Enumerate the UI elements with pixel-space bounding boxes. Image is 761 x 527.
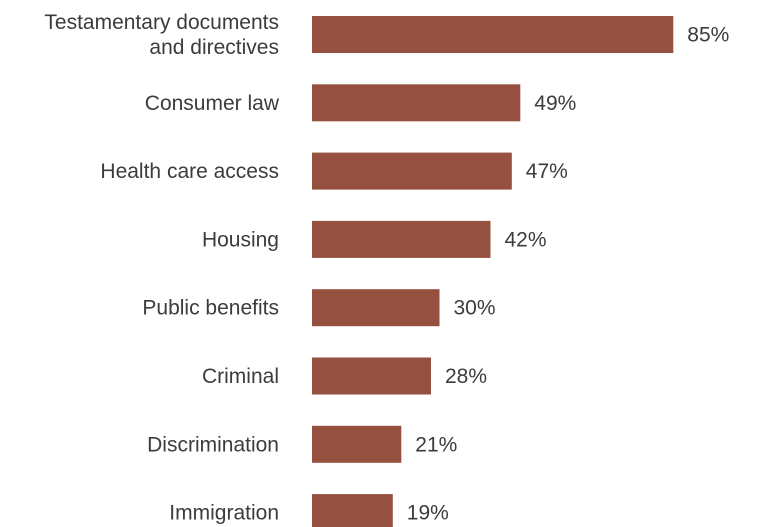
bar-1 [312, 84, 521, 122]
value-label-6: 21% [415, 433, 457, 456]
value-label-2: 47% [526, 160, 568, 183]
bar-4 [312, 289, 440, 327]
category-label-3: Housing [202, 228, 279, 251]
bar-6 [312, 425, 402, 463]
category-label-0: Testamentary documents and directives [44, 11, 279, 59]
category-label-4: Public benefits [142, 297, 279, 320]
value-label-1: 49% [534, 92, 576, 115]
category-label-5: Criminal [202, 365, 279, 388]
category-label-2: Health care access [100, 160, 279, 183]
bar-2 [312, 152, 512, 190]
category-label-1-line-0: Consumer law [145, 92, 280, 115]
value-label-7: 19% [407, 502, 449, 525]
category-label-6: Discrimination [147, 433, 279, 456]
category-label-4-line-0: Public benefits [142, 297, 279, 320]
value-label-5: 28% [445, 365, 487, 388]
category-label-0-line-1: and directives [149, 36, 279, 59]
bar-0 [312, 16, 674, 53]
bar-7 [312, 494, 393, 527]
category-label-3-line-0: Housing [202, 228, 279, 251]
category-label-5-line-0: Criminal [202, 365, 279, 388]
category-label-1: Consumer law [145, 92, 280, 115]
value-label-0: 85% [687, 24, 729, 47]
bar-3 [312, 220, 491, 258]
category-label-7: Immigration [169, 502, 279, 525]
value-label-4: 30% [454, 297, 496, 320]
category-label-6-line-0: Discrimination [147, 433, 279, 456]
category-label-2-line-0: Health care access [100, 160, 279, 183]
value-label-3: 42% [505, 228, 547, 251]
bar-5 [312, 357, 431, 395]
category-label-7-line-0: Immigration [169, 502, 279, 525]
category-label-0-line-0: Testamentary documents [44, 11, 279, 34]
